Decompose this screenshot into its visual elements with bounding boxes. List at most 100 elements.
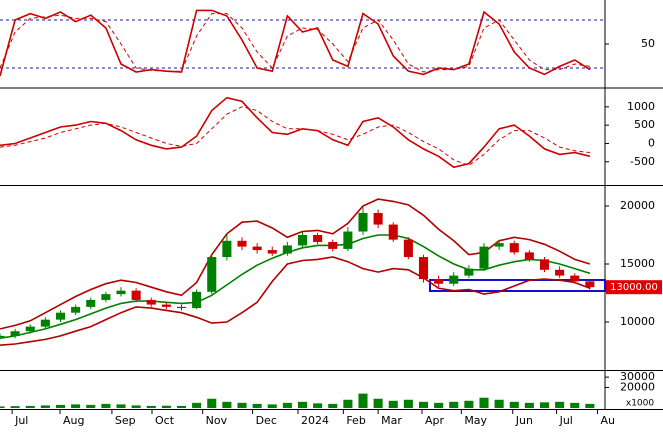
candle-body — [343, 231, 353, 249]
bar — [373, 398, 383, 408]
candle-body — [403, 239, 413, 258]
candle-body — [449, 275, 459, 284]
candle-body — [86, 299, 96, 307]
candle-body — [101, 294, 111, 300]
candle-body — [328, 241, 338, 249]
y-tick-label: 0 — [648, 136, 655, 149]
series-line — [0, 198, 591, 330]
bar — [207, 398, 217, 408]
candle-body — [479, 246, 489, 269]
candle-body — [71, 306, 81, 313]
x-tick-label: May — [464, 414, 487, 427]
candle-body — [161, 304, 171, 307]
candle-body — [585, 281, 595, 288]
highlight-box — [429, 279, 606, 292]
x-tick-label: Mar — [381, 414, 402, 427]
bar — [0, 406, 5, 408]
y-tick-label: 10000 — [620, 315, 655, 328]
bar — [509, 401, 519, 408]
x-tick-label: Oct — [155, 414, 175, 427]
bar — [343, 399, 353, 408]
candle-body — [0, 335, 5, 338]
bar — [358, 393, 368, 408]
candle-body — [434, 279, 444, 284]
bar — [40, 405, 50, 408]
y-tick-label: 20000 — [620, 380, 655, 393]
bar — [101, 403, 111, 408]
candle-body — [176, 306, 187, 309]
bar — [25, 405, 35, 408]
candle-body — [25, 326, 35, 332]
candle-body — [10, 331, 20, 336]
candle-body — [146, 299, 156, 305]
bar — [71, 404, 81, 408]
candle-body — [358, 212, 368, 232]
bar — [539, 402, 550, 408]
x-tick-label: Feb — [346, 414, 365, 427]
x-tick-label: Jul — [559, 414, 573, 427]
x-tick-label: Jun — [515, 414, 533, 427]
bar — [418, 401, 429, 408]
x-tick-label: Au — [600, 414, 615, 427]
bar — [55, 404, 66, 408]
candle-body — [509, 243, 519, 253]
candle-body — [297, 235, 308, 246]
bar — [222, 401, 232, 408]
candle-body — [237, 240, 247, 247]
candle-body — [388, 224, 398, 240]
series-line — [0, 234, 591, 339]
candle-body — [192, 291, 202, 309]
price-tag: 13000.00 — [610, 282, 658, 293]
candle-body — [494, 243, 504, 247]
candle-body — [313, 235, 323, 242]
candle-body — [252, 246, 262, 251]
y-tick-label: 50 — [641, 37, 655, 50]
candle-body — [267, 250, 277, 254]
candle-body — [116, 290, 126, 295]
y-tick-label: 500 — [634, 118, 655, 131]
series-line — [0, 106, 590, 166]
candle-body — [373, 212, 383, 225]
bar — [524, 402, 534, 408]
candle-body — [131, 290, 141, 300]
bar — [585, 403, 595, 408]
candle-body — [55, 312, 66, 320]
bar — [237, 402, 247, 408]
bar — [86, 404, 96, 408]
bar — [10, 406, 20, 408]
bar — [116, 404, 126, 408]
bar — [479, 397, 489, 408]
series-line — [0, 96, 591, 169]
bar — [176, 405, 187, 408]
series-line — [0, 13, 590, 73]
bar — [252, 403, 262, 408]
x-tick-label: Sep — [115, 414, 136, 427]
bar — [161, 405, 171, 408]
series-line — [0, 9, 591, 77]
bar — [434, 402, 444, 408]
y-tick-label: -500 — [630, 155, 655, 168]
x-tick-label: Dec — [256, 414, 277, 427]
y-tick-label: 15000 — [620, 257, 655, 270]
candle-body — [207, 257, 217, 292]
bar — [449, 401, 459, 408]
x-tick-label: Jul — [14, 414, 28, 427]
bar — [328, 403, 338, 408]
unit-label: x1000 — [626, 399, 655, 409]
candle-body — [555, 269, 565, 276]
x-tick-label: 2024 — [301, 414, 329, 427]
candle-body — [418, 257, 429, 280]
x-tick-label: Apr — [425, 414, 445, 427]
frames — [0, 0, 663, 410]
candle-body — [282, 245, 292, 254]
x-tick-label: Nov — [206, 414, 228, 427]
candle-body — [539, 259, 550, 270]
y-tick-label: 1000 — [627, 100, 655, 113]
bar — [388, 400, 398, 408]
bar — [282, 402, 292, 408]
bar — [192, 402, 202, 408]
bar — [267, 404, 277, 408]
bar — [146, 405, 156, 408]
